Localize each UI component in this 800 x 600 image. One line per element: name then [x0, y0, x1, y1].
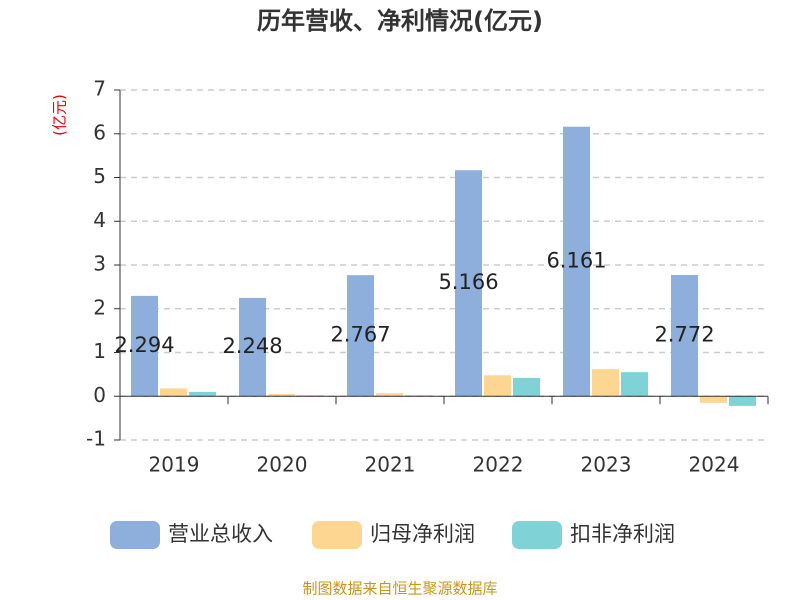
bar	[592, 369, 619, 397]
source-note: 制图数据来自恒生聚源数据库	[302, 580, 497, 598]
bar	[131, 295, 158, 397]
x-tick-label: 2022	[473, 453, 524, 477]
y-tick-label: 0	[93, 383, 106, 407]
y-tick-label: 1	[93, 339, 106, 363]
bar	[239, 297, 266, 397]
bar	[563, 126, 590, 397]
legend-swatch	[512, 521, 562, 549]
value-label: 2.248	[222, 334, 282, 358]
y-tick-label: 6	[93, 120, 106, 144]
legend-swatch	[110, 521, 160, 549]
bar	[671, 274, 698, 397]
bar	[376, 393, 403, 397]
value-label: 2.294	[114, 333, 174, 357]
y-tick-label: 2	[93, 295, 106, 319]
chart-title: 历年营收、净利情况(亿元)	[257, 7, 543, 35]
bar	[484, 375, 511, 397]
bar	[729, 396, 756, 406]
legend-swatch	[312, 521, 362, 549]
y-tick-label: 5	[93, 164, 106, 188]
y-tick-label: 3	[93, 252, 106, 276]
x-tick-label: 2019	[149, 453, 200, 477]
legend-label: 扣非净利润	[570, 522, 675, 546]
legend-label: 营业总收入	[168, 522, 273, 546]
y-tick-label: 7	[93, 77, 106, 101]
bar	[347, 275, 374, 397]
value-label: 6.161	[546, 248, 606, 272]
y-axis-label: (亿元)	[51, 94, 69, 136]
value-label: 5.166	[438, 270, 498, 294]
bar	[268, 394, 295, 397]
bar	[621, 372, 648, 397]
bar	[455, 170, 482, 397]
x-tick-label: 2020	[257, 453, 308, 477]
y-tick-label: 4	[93, 208, 106, 232]
bar	[700, 396, 727, 403]
bar	[513, 377, 540, 397]
x-tick-label: 2024	[689, 453, 740, 477]
bar	[160, 388, 187, 397]
legend-label: 归母净利润	[370, 522, 475, 546]
y-tick-label: -1	[86, 427, 106, 451]
x-tick-label: 2021	[365, 453, 416, 477]
x-tick-label: 2023	[581, 453, 632, 477]
bar	[189, 391, 216, 397]
value-label: 2.767	[330, 323, 390, 347]
value-label: 2.772	[654, 323, 714, 347]
